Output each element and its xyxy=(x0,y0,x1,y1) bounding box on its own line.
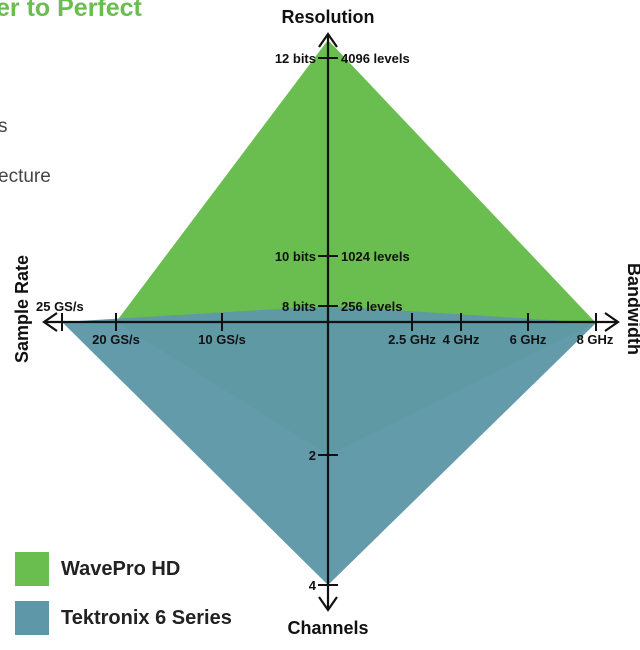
legend-item-tektronix-6-series: Tektronix 6 Series xyxy=(15,601,232,635)
legend-label: Tektronix 6 Series xyxy=(61,606,232,629)
tick-label-bandwidth: 4 GHz xyxy=(443,332,480,347)
background-text-line: ecture xyxy=(0,166,51,187)
tick-label-resolution-levels: 256 levels xyxy=(341,299,402,314)
tick-label-resolution: 10 bits xyxy=(275,249,316,264)
legend-swatch-tektronix-6-series xyxy=(15,601,49,635)
legend-item-wavepro-hd: WavePro HD xyxy=(15,552,232,586)
legend-swatch-wavepro-hd xyxy=(15,552,49,586)
legend-label: WavePro HD xyxy=(61,557,181,580)
tick-label-resolution: 8 bits xyxy=(282,299,316,314)
tick-label-resolution-levels: 4096 levels xyxy=(341,51,410,66)
axis-label-resolution: Resolution xyxy=(282,7,375,27)
axis-label-bandwidth: Bandwidth xyxy=(624,263,640,355)
arrow-right xyxy=(604,312,620,332)
axis-label-sample-rate: Sample Rate xyxy=(12,255,32,363)
legend: WavePro HD Tektronix 6 Series xyxy=(15,552,232,650)
tick-label-sample-rate: 20 GS/s xyxy=(92,332,140,347)
arrow-up xyxy=(318,32,338,48)
tick-label-bandwidth: 8 GHz xyxy=(577,332,614,347)
tick-label-bandwidth: 2.5 GHz xyxy=(388,332,436,347)
axes xyxy=(42,32,620,612)
tick-label-channels: 2 xyxy=(309,448,316,463)
tick-label-resolution-levels: 1024 levels xyxy=(341,249,410,264)
arrow-left xyxy=(42,312,58,332)
tick-label-channels: 4 xyxy=(309,578,317,593)
tick-label-sample-rate: 10 GS/s xyxy=(198,332,246,347)
page-title-fragment: er to Perfect xyxy=(0,0,142,22)
radar-chart: Resolution Channels Sample Rate Bandwidt… xyxy=(12,7,640,635)
tick-label-bandwidth: 6 GHz xyxy=(510,332,547,347)
tick-label-sample-rate: 25 GS/s xyxy=(36,299,84,314)
tick-label-resolution: 12 bits xyxy=(275,51,316,66)
arrow-down xyxy=(318,596,338,612)
axis-label-channels: Channels xyxy=(287,618,368,635)
background-text-line: s xyxy=(0,116,8,137)
